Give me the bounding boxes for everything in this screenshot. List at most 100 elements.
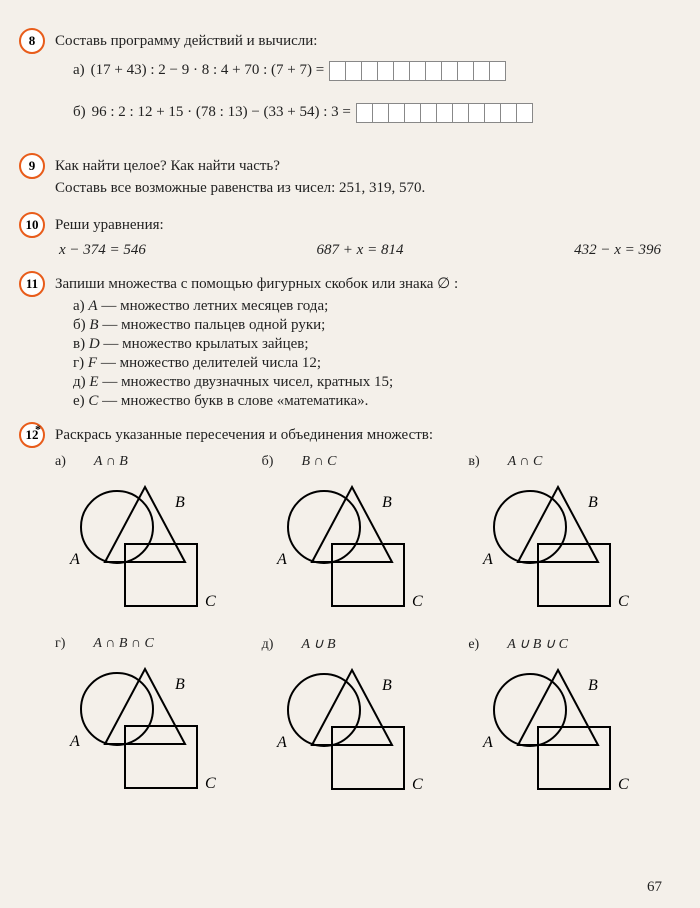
answer-box[interactable] bbox=[420, 103, 437, 123]
answer-box[interactable] bbox=[516, 103, 533, 123]
venn-cell: д) A ∪ B A B C bbox=[262, 636, 459, 805]
svg-text:C: C bbox=[412, 776, 423, 793]
equation: 432 − x = 396 bbox=[574, 242, 661, 259]
svg-text:A: A bbox=[276, 734, 287, 751]
answer-box[interactable] bbox=[452, 103, 469, 123]
venn-letter: а) bbox=[55, 454, 66, 470]
answer-box[interactable] bbox=[457, 61, 474, 81]
task-8b: б) 96 : 2 : 12 + 15 · (78 : 13) − (33 + … bbox=[73, 103, 665, 123]
answer-boxes-b bbox=[357, 103, 533, 123]
venn-label: е) A ∪ B ∪ C bbox=[468, 636, 665, 653]
svg-text:A: A bbox=[69, 551, 80, 568]
task-8a: a) (17 + 43) : 2 − 9 · 8 : 4 + 70 : (7 +… bbox=[73, 61, 665, 81]
equation: 687 + x = 814 bbox=[317, 242, 404, 259]
svg-text:B: B bbox=[175, 494, 185, 511]
svg-text:A: A bbox=[69, 733, 80, 750]
venn-label: г)A ∩ B ∩ C bbox=[55, 636, 252, 652]
answer-box[interactable] bbox=[409, 61, 426, 81]
venn-letter: е) bbox=[468, 637, 479, 653]
svg-text:C: C bbox=[412, 593, 423, 610]
venn-cell: а) A ∩ B A B C bbox=[55, 454, 252, 622]
venn-label: в) A ∩ C bbox=[468, 454, 665, 470]
answer-box[interactable] bbox=[473, 61, 490, 81]
badge-num: 8 bbox=[29, 33, 36, 49]
answer-box[interactable] bbox=[489, 61, 506, 81]
task-text: Как найти целое? Как найти часть? bbox=[55, 155, 665, 178]
answer-box[interactable] bbox=[500, 103, 517, 123]
venn-diagram: A B C bbox=[262, 472, 442, 622]
answer-box[interactable] bbox=[388, 103, 405, 123]
task-text: Составь все возможные равенства из чисел… bbox=[55, 177, 665, 200]
venn-cell: в)A ∩ CABC bbox=[468, 454, 665, 622]
sub-label: a) bbox=[73, 62, 85, 79]
badge-num: 10 bbox=[26, 217, 39, 233]
svg-text:B: B bbox=[382, 494, 392, 511]
task-8: 8 Составь программу действий и вычисли: … bbox=[55, 30, 665, 123]
answer-box[interactable] bbox=[425, 61, 442, 81]
svg-text:A: A bbox=[276, 551, 287, 568]
venn-letter: б) bbox=[262, 454, 274, 470]
equation: x − 374 = 546 bbox=[59, 242, 146, 259]
answer-box[interactable] bbox=[361, 61, 378, 81]
equations-row: x − 374 = 546 687 + x = 814 432 − x = 39… bbox=[55, 242, 665, 259]
page-number: 67 bbox=[647, 879, 662, 896]
answer-box[interactable] bbox=[441, 61, 458, 81]
answer-box[interactable] bbox=[404, 103, 421, 123]
venn-cell: г)A ∩ B ∩ C ABC bbox=[55, 636, 252, 805]
venn-letter: в) bbox=[468, 454, 479, 470]
answer-box[interactable] bbox=[377, 61, 394, 81]
task-10: 10 Реши уравнения: x − 374 = 546 687 + x… bbox=[55, 214, 665, 260]
task-badge-11: 11 bbox=[19, 271, 45, 297]
svg-text:B: B bbox=[382, 677, 392, 694]
list-item: г) F — множество делителей числа 12; bbox=[73, 355, 665, 372]
task-text: Составь программу действий и вычисли: bbox=[55, 30, 665, 53]
venn-label: б) B ∩ C bbox=[262, 454, 459, 470]
answer-box[interactable] bbox=[356, 103, 373, 123]
venn-expr: A ∩ B bbox=[94, 454, 128, 470]
task-text: Запиши множества с помощью фигурных скоб… bbox=[55, 273, 665, 296]
task-9: 9 Как найти целое? Как найти часть? Сост… bbox=[55, 155, 665, 200]
venn-diagram: A B C bbox=[55, 472, 235, 622]
svg-text:B: B bbox=[588, 677, 598, 694]
list-item: е) C — множество букв в слове «математик… bbox=[73, 393, 665, 410]
sub-expr: (17 + 43) : 2 − 9 · 8 : 4 + 70 : (7 + 7)… bbox=[91, 62, 325, 79]
venn-cell: б) B ∩ C A B C bbox=[262, 454, 459, 622]
venn-expr: A ∪ B bbox=[301, 636, 335, 653]
venn-row-1: а)A ∩ BABCб)B ∩ CABCв)A ∩ CABC bbox=[55, 454, 665, 622]
venn-label: д) A ∪ B bbox=[262, 636, 459, 653]
task-badge-12: 12 bbox=[19, 422, 45, 448]
answer-box[interactable] bbox=[329, 61, 346, 81]
venn-diagram: A B C bbox=[262, 655, 442, 805]
sub-label: б) bbox=[73, 104, 86, 121]
task-12: 12 Раскрась указанные пересечения и объе… bbox=[55, 424, 665, 806]
answer-box[interactable] bbox=[468, 103, 485, 123]
badge-num: 11 bbox=[26, 276, 38, 292]
answer-box[interactable] bbox=[345, 61, 362, 81]
venn-expr: A ∪ B ∪ C bbox=[507, 636, 568, 653]
svg-text:C: C bbox=[618, 776, 629, 793]
task-badge-10: 10 bbox=[19, 212, 45, 238]
badge-num: 9 bbox=[29, 158, 36, 174]
answer-box[interactable] bbox=[484, 103, 501, 123]
venn-diagram: ABC bbox=[468, 472, 648, 622]
sub-expr: 96 : 2 : 12 + 15 · (78 : 13) − (33 + 54)… bbox=[92, 104, 351, 121]
venn-diagram: ABC bbox=[468, 655, 648, 805]
svg-text:C: C bbox=[618, 593, 629, 610]
badge-num: 12 bbox=[26, 427, 39, 443]
answer-box[interactable] bbox=[436, 103, 453, 123]
venn-letter: д) bbox=[262, 637, 274, 653]
list-item: д) E — множество двузначных чисел, кратн… bbox=[73, 374, 665, 391]
venn-label: а) A ∩ B bbox=[55, 454, 252, 470]
list-item: б) B — множество пальцев одной руки; bbox=[73, 317, 665, 334]
venn-expr: B ∩ C bbox=[301, 454, 336, 470]
list-item: в) D — множество крылатых зайцев; bbox=[73, 336, 665, 353]
answer-box[interactable] bbox=[393, 61, 410, 81]
task-text: Реши уравнения: bbox=[55, 214, 665, 237]
venn-diagram: ABC bbox=[55, 654, 235, 804]
venn-expr: A ∩ B ∩ C bbox=[93, 636, 153, 652]
svg-text:C: C bbox=[205, 593, 216, 610]
svg-text:B: B bbox=[588, 494, 598, 511]
task-11-list: а) A — множество летних месяцев года;б) … bbox=[55, 298, 665, 410]
venn-expr: A ∩ C bbox=[508, 454, 543, 470]
answer-box[interactable] bbox=[372, 103, 389, 123]
